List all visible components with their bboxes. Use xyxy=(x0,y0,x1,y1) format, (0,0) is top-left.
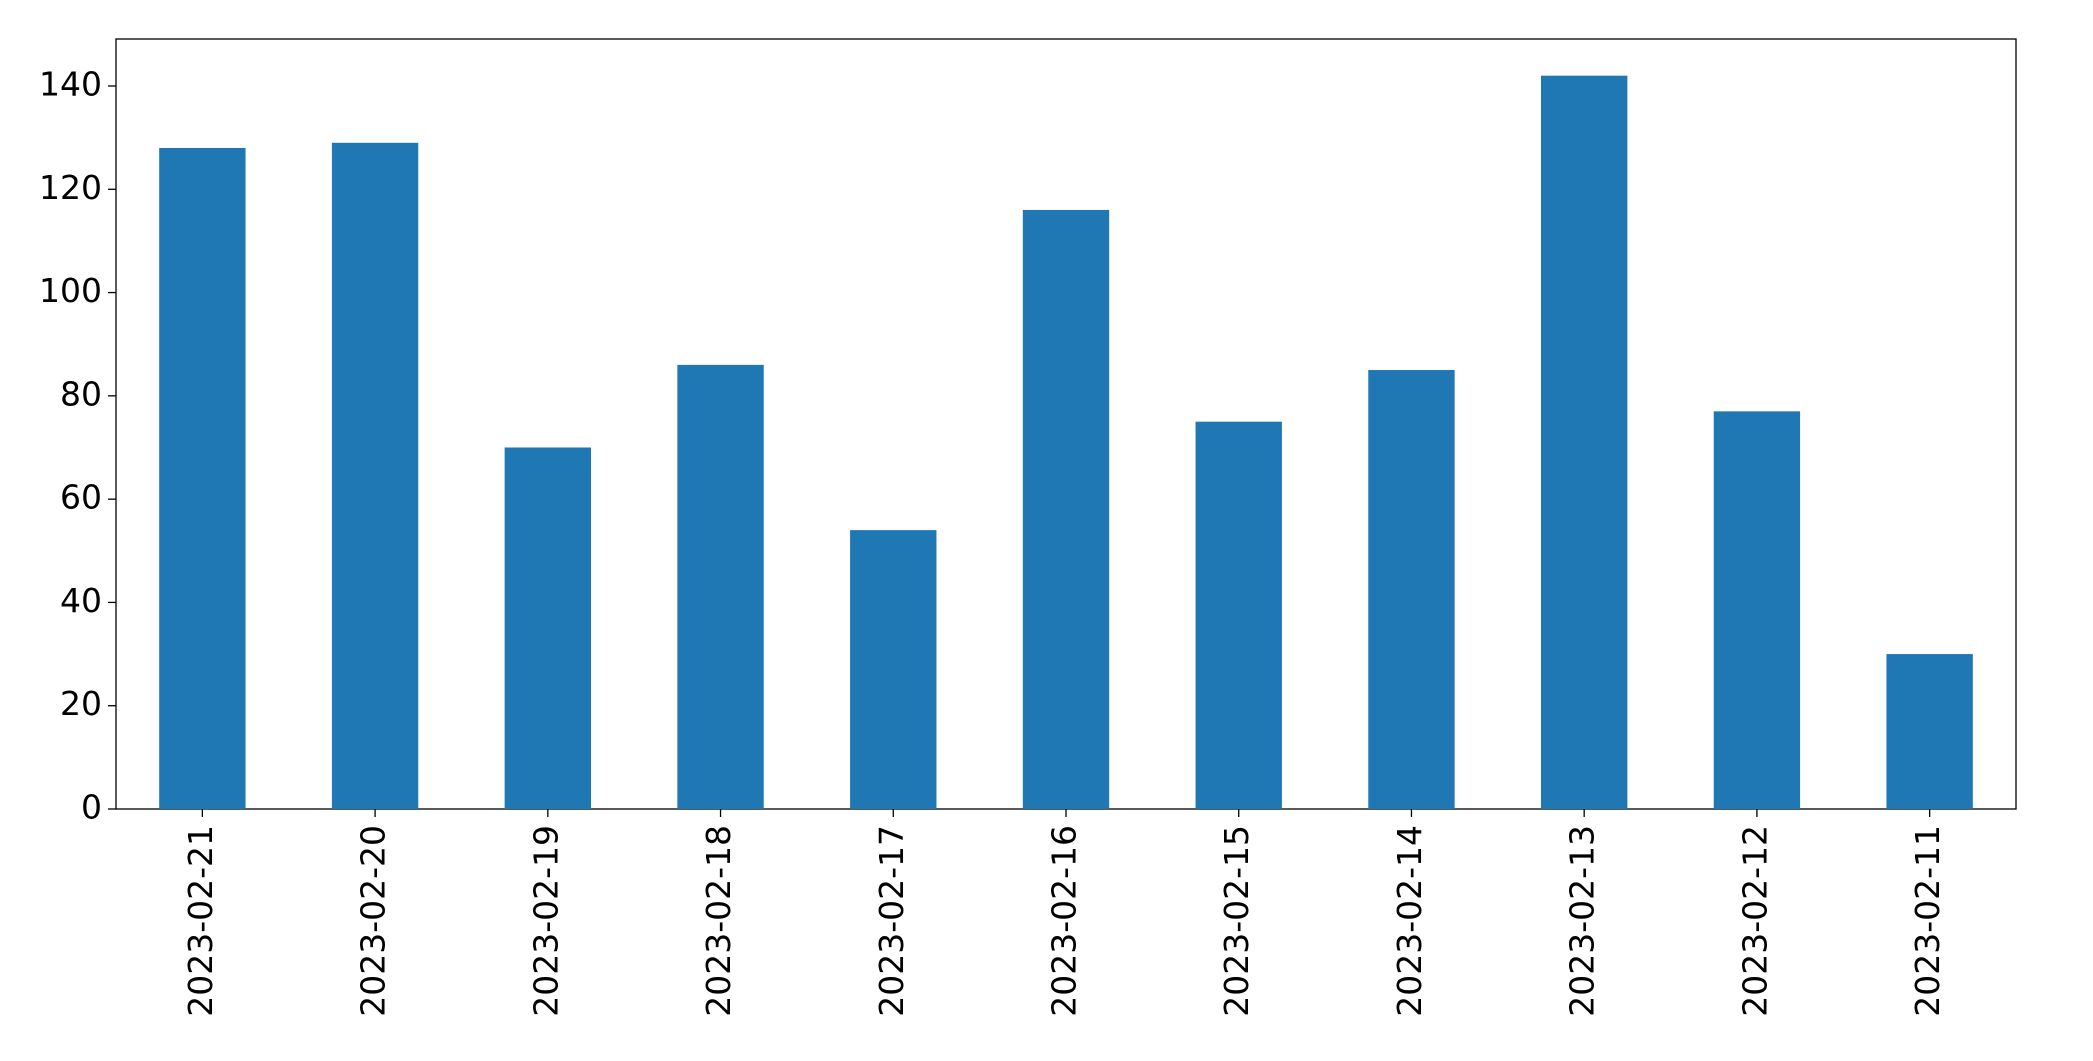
x-tick-label: 2023-02-21 xyxy=(181,825,220,1017)
y-tick-label: 0 xyxy=(81,788,102,827)
bar xyxy=(159,147,246,809)
x-tick-label: 2023-02-15 xyxy=(1217,825,1256,1017)
bar xyxy=(1022,209,1110,809)
bar xyxy=(331,142,419,810)
x-tick-label: 2023-02-20 xyxy=(354,825,393,1017)
x-tick-label: 2023-02-17 xyxy=(872,825,911,1017)
bar xyxy=(1886,654,1973,809)
bar xyxy=(1368,370,1455,809)
bar xyxy=(504,447,591,809)
bar xyxy=(1195,421,1282,809)
x-tick-label: 2023-02-11 xyxy=(1908,825,1947,1017)
x-tick-label: 2023-02-18 xyxy=(699,825,738,1017)
bar xyxy=(1541,75,1628,809)
y-tick-label: 20 xyxy=(60,684,102,723)
bar xyxy=(677,364,764,809)
y-tick-label: 40 xyxy=(60,581,102,620)
x-tick-label: 2023-02-14 xyxy=(1390,825,1429,1017)
x-tick-label: 2023-02-16 xyxy=(1045,825,1084,1017)
y-tick-label: 100 xyxy=(39,271,102,310)
x-tick-label: 2023-02-19 xyxy=(526,825,565,1017)
x-tick-label: 2023-02-13 xyxy=(1563,825,1602,1017)
y-tick-label: 60 xyxy=(60,478,102,517)
x-tick-label: 2023-02-12 xyxy=(1735,825,1774,1017)
y-tick-label: 120 xyxy=(39,168,102,207)
bar xyxy=(850,530,937,809)
y-tick-label: 80 xyxy=(60,374,102,413)
y-tick-label: 140 xyxy=(39,64,102,103)
bar xyxy=(1713,411,1801,809)
